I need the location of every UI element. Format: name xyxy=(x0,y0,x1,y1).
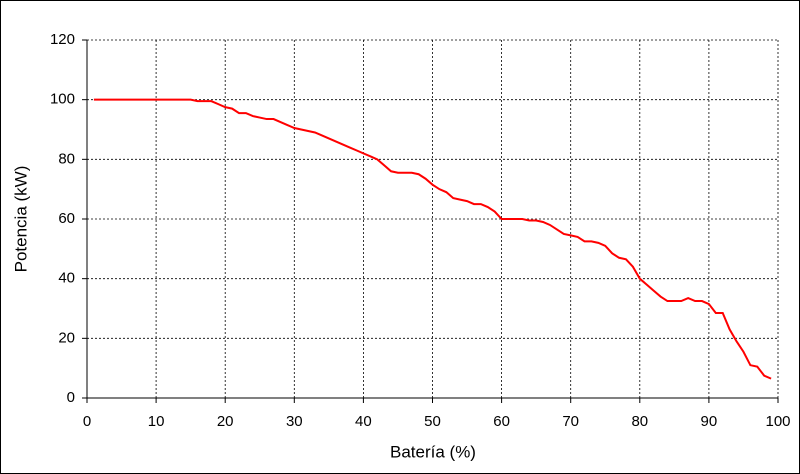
x-tick-label: 20 xyxy=(217,413,234,430)
x-tick-label: 60 xyxy=(493,413,510,430)
x-tick-label: 80 xyxy=(631,413,648,430)
x-tick-label: 40 xyxy=(355,413,372,430)
y-tick-label: 20 xyxy=(58,329,75,346)
x-tick-label: 30 xyxy=(286,413,303,430)
x-axis-title: Batería (%) xyxy=(390,442,476,461)
y-tick-label: 80 xyxy=(58,150,75,167)
x-tick-label: 50 xyxy=(424,413,441,430)
y-tick-label: 60 xyxy=(58,210,75,227)
x-tick-label: 100 xyxy=(765,413,790,430)
y-tick-label: 100 xyxy=(50,91,75,108)
x-tick-label: 70 xyxy=(562,413,579,430)
y-tick-label: 120 xyxy=(50,31,75,48)
x-tick-label: 0 xyxy=(83,413,91,430)
y-axis-title: Potencia (kW) xyxy=(11,166,30,273)
y-tick-label: 40 xyxy=(58,270,75,287)
x-tick-label: 90 xyxy=(701,413,718,430)
y-tick-label: 0 xyxy=(67,389,75,406)
line xyxy=(93,98,772,380)
x-tick-label: 10 xyxy=(148,413,165,430)
